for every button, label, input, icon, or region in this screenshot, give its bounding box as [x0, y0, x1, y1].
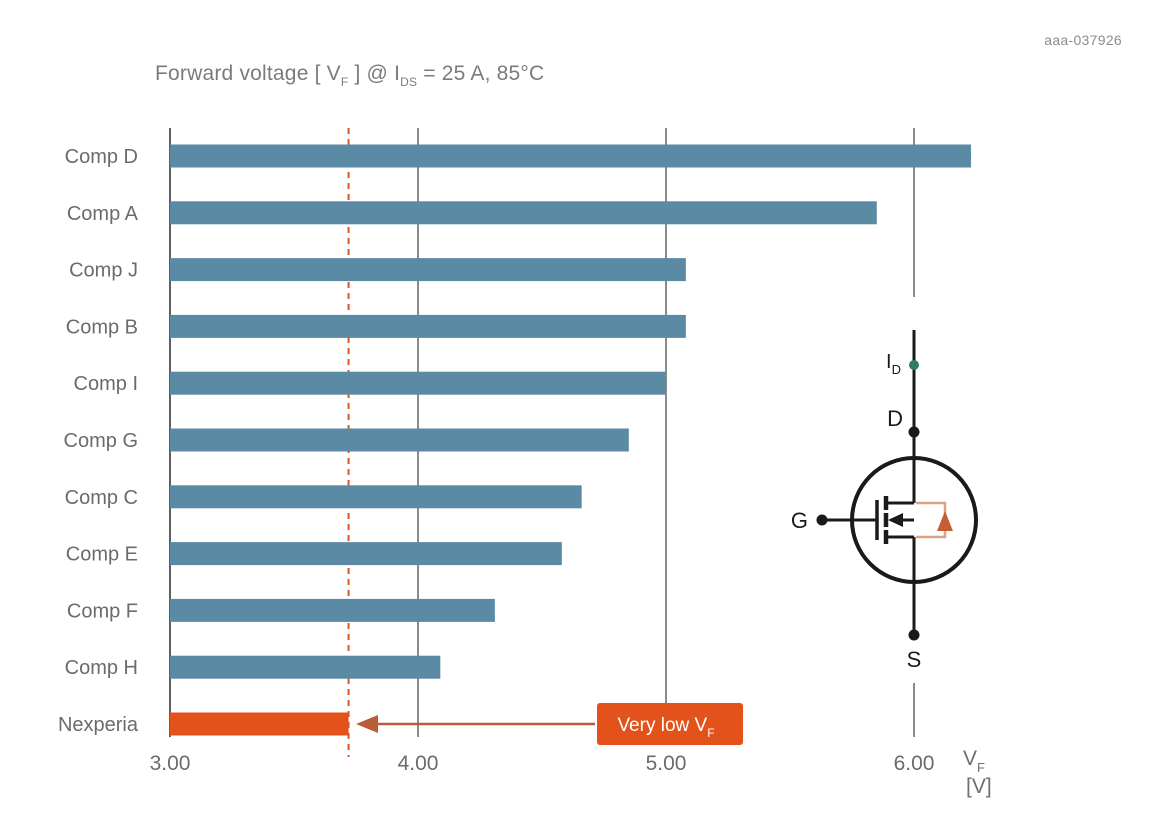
annotation-layer: Very low VF — [356, 703, 743, 745]
category-label: Comp B — [66, 316, 138, 338]
x-tick-label: 5.00 — [646, 752, 687, 775]
labels-layer: 3.00 4.00 5.00 6.00 Comp D Comp A Comp J Comp B… — [58, 146, 934, 775]
x-tick-label: 3.00 — [150, 752, 191, 775]
x-axis-unit: [V] — [966, 775, 992, 798]
category-label: Comp I — [74, 373, 138, 395]
bar — [170, 485, 582, 509]
bar — [170, 144, 972, 168]
category-label: Comp F — [67, 600, 138, 622]
category-label: Nexperia — [58, 714, 139, 736]
bars-layer — [170, 144, 972, 736]
bar — [170, 314, 686, 338]
document-id: aaa-037926 — [1044, 32, 1122, 48]
drain-terminal-dot — [908, 426, 920, 438]
title-post: = 25 A, 85°C — [417, 62, 545, 85]
id-current-label: ID — [886, 351, 901, 377]
title-mid: ] @ I — [348, 62, 401, 85]
x-tick-label: 6.00 — [894, 752, 935, 775]
bar — [170, 542, 562, 566]
x-axis-title: VF — [963, 747, 985, 775]
body-arrow-icon — [888, 513, 903, 527]
category-label: Comp C — [65, 487, 138, 509]
bar — [170, 598, 495, 622]
annotation-text: Very low VF — [617, 715, 714, 740]
gate-terminal-dot — [816, 514, 828, 526]
annotation-box — [597, 703, 743, 745]
source-terminal-dot — [908, 629, 920, 641]
title-sub-f: F — [340, 75, 349, 89]
bar — [170, 201, 877, 225]
drain-terminal-label: D — [887, 406, 903, 431]
gate-terminal-label: G — [791, 508, 808, 533]
body-diode-icon — [937, 511, 953, 531]
category-label: Comp G — [64, 430, 138, 452]
body-diode-loop — [916, 501, 947, 539]
bar — [170, 655, 441, 679]
id-node-dot — [909, 360, 919, 370]
chart-title: Forward voltage [ VF ] @ IDS = 25 A, 85°… — [155, 62, 545, 89]
bar-nexperia — [170, 712, 349, 736]
title-pre: Forward voltage [ V — [155, 62, 341, 85]
x-tick-label: 4.00 — [398, 752, 439, 775]
bar — [170, 428, 629, 452]
title-sub-ds: DS — [400, 75, 418, 89]
annotation-arrowhead-icon — [356, 715, 378, 733]
mosfet-circuit-symbol: ID D G S — [791, 330, 978, 672]
category-label: Comp A — [67, 203, 139, 225]
category-label: Comp J — [69, 260, 138, 282]
category-label: Comp H — [65, 657, 138, 679]
bar — [170, 258, 686, 282]
category-label: Comp D — [65, 146, 138, 168]
bar — [170, 371, 666, 395]
category-label: Comp E — [66, 544, 138, 566]
source-terminal-label: S — [907, 647, 922, 672]
